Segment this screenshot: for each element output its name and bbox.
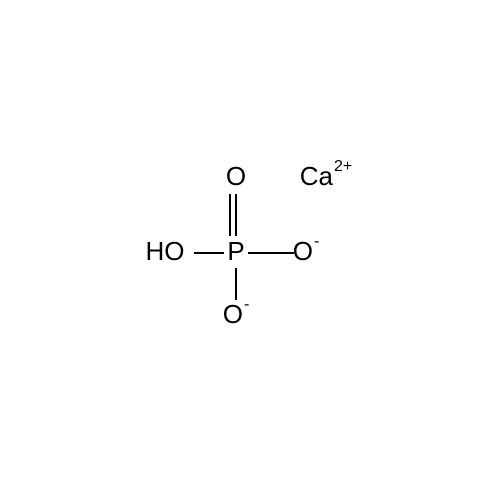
atom-charge: -	[314, 233, 319, 250]
atom-label-Ca: Ca2+	[300, 158, 353, 191]
atom-label-O_top: O	[226, 161, 246, 191]
atom-label-P: P	[227, 236, 244, 266]
atom-symbol: O	[226, 161, 246, 191]
atom-label-HO: HO	[146, 236, 185, 266]
atom-symbol: O	[293, 236, 313, 266]
chemical-structure-diagram: POHOO-O-Ca2+	[0, 0, 500, 500]
atom-symbol: P	[227, 236, 244, 266]
atom-symbol: Ca	[300, 161, 334, 191]
atom-label-O_right: O-	[293, 233, 320, 266]
atom-symbol: HO	[146, 236, 185, 266]
atom-charge: 2+	[334, 158, 352, 175]
atom-label-O_bot: O-	[223, 296, 250, 329]
atom-symbol: O	[223, 299, 243, 329]
atom-charge: -	[244, 296, 249, 313]
